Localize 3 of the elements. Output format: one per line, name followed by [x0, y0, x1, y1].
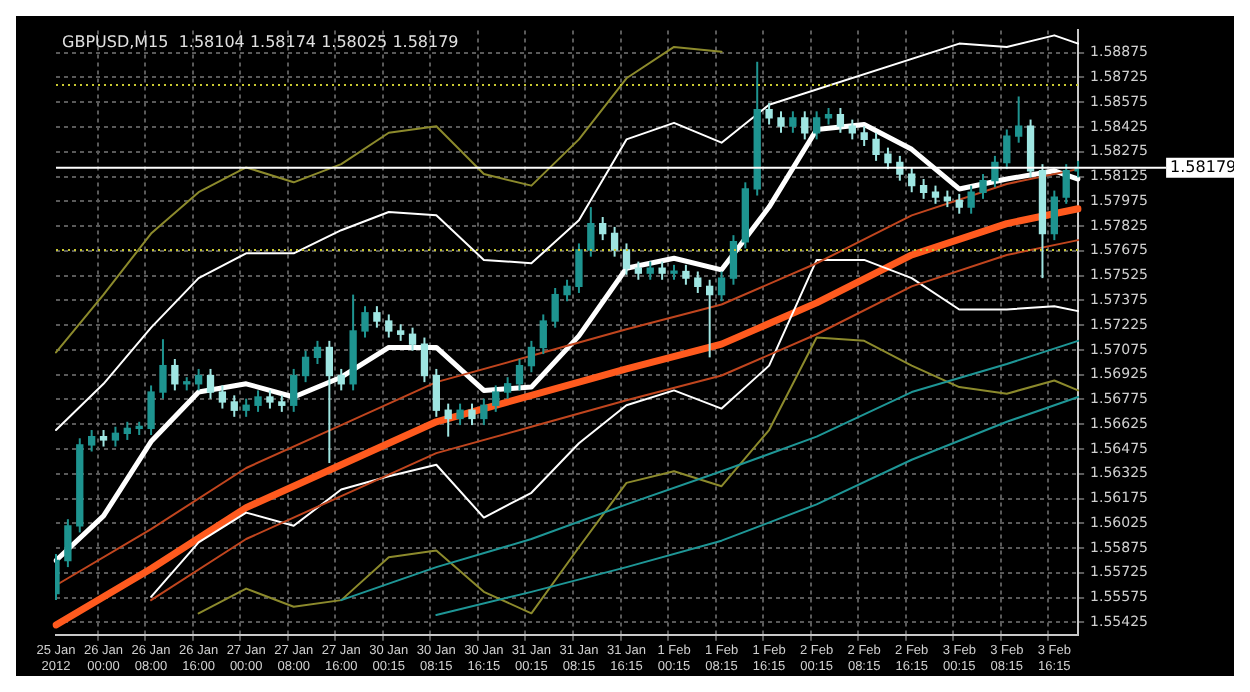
- candlestick: [670, 263, 678, 281]
- candlestick: [266, 389, 274, 410]
- chart-title: GBPUSD,M15 1.58104 1.58174 1.58025 1.58179: [62, 32, 459, 51]
